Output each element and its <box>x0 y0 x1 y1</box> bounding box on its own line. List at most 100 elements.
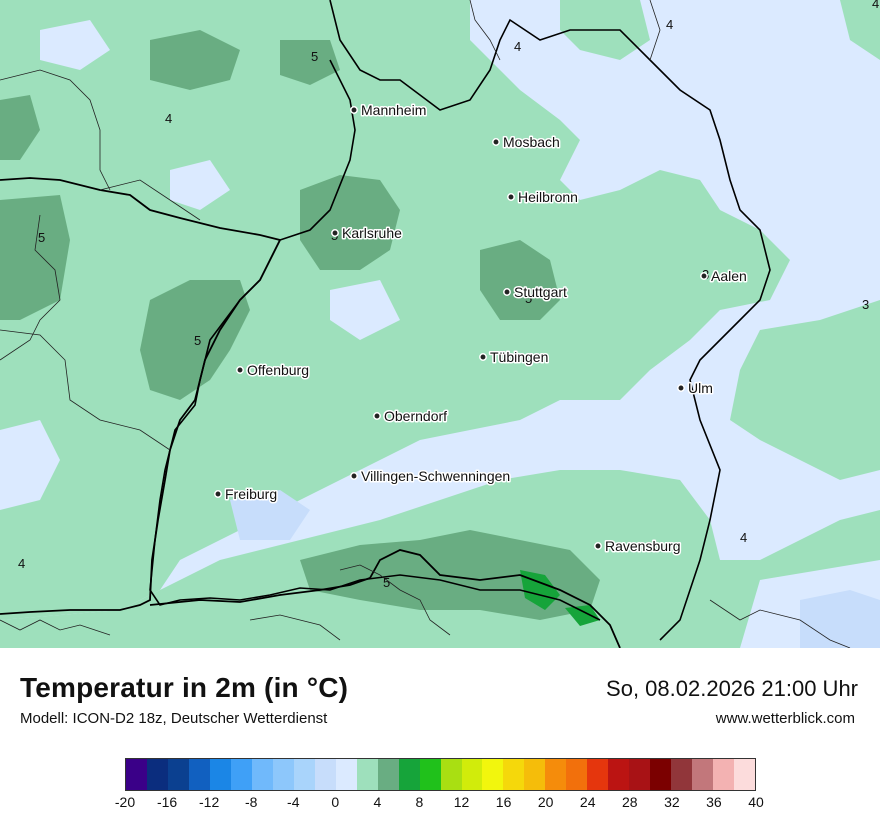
legend-swatch <box>335 759 357 790</box>
city-aalen: Aalen <box>700 267 748 286</box>
legend-swatch <box>440 759 462 790</box>
legend-swatch <box>545 759 567 790</box>
city-dot <box>677 384 685 392</box>
isoline-label: 4 <box>18 556 25 571</box>
legend-swatch <box>587 759 609 790</box>
warm-patch-west <box>0 195 70 320</box>
legend-tick: 40 <box>748 794 764 810</box>
temperature-map: 44454555335454 MannheimMosbachHeilbronnK… <box>0 0 880 648</box>
legend-tick: 8 <box>415 794 424 810</box>
city-freiburg: Freiburg <box>214 485 279 504</box>
city-ravensburg: Ravensburg <box>594 537 682 556</box>
isoline-label: 3 <box>862 297 869 312</box>
isoline-label: 4 <box>740 530 747 545</box>
legend-tick: 0 <box>331 794 340 810</box>
legend-swatch <box>713 759 735 790</box>
legend-swatch <box>209 759 231 790</box>
city-label: Mannheim <box>361 102 426 118</box>
city-label: Stuttgart <box>514 284 567 300</box>
city-dot <box>507 193 515 201</box>
warm-patch-karlsruhe <box>300 175 400 270</box>
cold-pocket-7 <box>800 590 880 648</box>
city-offenburg: Offenburg <box>236 361 311 380</box>
city-label: Heilbronn <box>518 189 578 205</box>
legend-tick: -4 <box>287 794 300 810</box>
legend-tick: 36 <box>706 794 722 810</box>
district-border-4 <box>0 599 851 648</box>
map-footer: Temperatur in 2m (in °C) Modell: ICON-D2… <box>0 648 880 830</box>
city-label: Aalen <box>711 268 747 284</box>
hot-spot-1 <box>520 570 560 610</box>
legend-swatch <box>692 759 714 790</box>
city-dot <box>479 353 487 361</box>
legend-swatch <box>293 759 315 790</box>
city-label: Ravensburg <box>605 538 681 554</box>
hot-spot-2 <box>565 605 600 626</box>
model-credit: Modell: ICON-D2 18z, Deutscher Wetterdie… <box>20 710 328 727</box>
city-dot <box>350 106 358 114</box>
legend-tick: -16 <box>156 794 178 810</box>
city-markers: Mannheim Mosbach Heilbronn Karlsruhe Stuttga… <box>214 101 748 556</box>
legend-swatch <box>671 759 693 790</box>
legend-swatch <box>482 759 504 790</box>
district-border-1 <box>0 69 201 221</box>
warm-patch-rhine <box>140 280 250 400</box>
city-dot <box>373 412 381 420</box>
legend-swatch <box>734 759 756 790</box>
legend-swatch <box>650 759 672 790</box>
city-t-bingen: Tübingen <box>479 348 550 367</box>
map-title: Temperatur in 2m (in °C) <box>20 672 349 703</box>
city-karlsruhe: Karlsruhe <box>331 224 404 243</box>
legend-tick: -12 <box>199 794 220 810</box>
forecast-datetime: So, 08.02.2026 21:00 Uhr <box>606 676 858 701</box>
city-dot <box>594 542 602 550</box>
legend-swatch <box>126 759 147 790</box>
isoline-label: 5 <box>383 575 390 590</box>
legend-swatch <box>524 759 546 790</box>
city-mannheim: Mannheim <box>350 101 428 120</box>
cold-pocket-1 <box>40 20 110 70</box>
legend-swatch <box>608 759 630 790</box>
city-dot <box>236 366 244 374</box>
cold-pocket-4 <box>0 420 60 510</box>
city-label: Offenburg <box>247 362 309 378</box>
warm-patch-north2 <box>280 40 340 85</box>
website-link[interactable]: www.wetterblick.com <box>715 710 855 727</box>
country-border <box>0 177 282 615</box>
city-label: Freiburg <box>225 486 277 502</box>
isoline-label: 4 <box>514 39 521 54</box>
isoline-label: 4 <box>165 111 172 126</box>
cold-pocket-2 <box>170 160 230 210</box>
legend-tick: 16 <box>495 794 512 810</box>
cold-pocket-6 <box>230 490 310 540</box>
city-villingen-schwenningen: Villingen-Schwenningen <box>350 467 512 486</box>
legend-tick: 24 <box>579 794 596 810</box>
legend-swatch <box>419 759 441 790</box>
legend-swatch <box>251 759 273 790</box>
legend-tick: -8 <box>244 794 258 810</box>
legend-tick: 32 <box>664 794 680 810</box>
legend-swatch <box>272 759 294 790</box>
city-dot <box>214 490 222 498</box>
district-border-2 <box>0 214 171 451</box>
legend-swatch <box>629 759 651 790</box>
city-mosbach: Mosbach <box>492 133 561 152</box>
district-border-3 <box>469 0 661 61</box>
city-dot <box>700 272 708 280</box>
legend-swatch <box>146 759 168 790</box>
legend-tick: 12 <box>453 794 470 810</box>
isoline-label: 5 <box>194 333 201 348</box>
legend-swatch <box>503 759 525 790</box>
legend-swatch <box>167 759 189 790</box>
city-label: Oberndorf <box>384 408 447 424</box>
legend-tick: -20 <box>114 794 136 810</box>
legend-swatch <box>398 759 420 790</box>
warm-field-east <box>730 300 880 480</box>
city-dot <box>492 138 500 146</box>
city-label: Mosbach <box>503 134 560 150</box>
legend-tick: 20 <box>537 794 554 810</box>
city-dot <box>350 472 358 480</box>
isoline-label: 4 <box>872 0 879 11</box>
legend-swatch <box>230 759 252 790</box>
color-legend <box>125 758 756 791</box>
